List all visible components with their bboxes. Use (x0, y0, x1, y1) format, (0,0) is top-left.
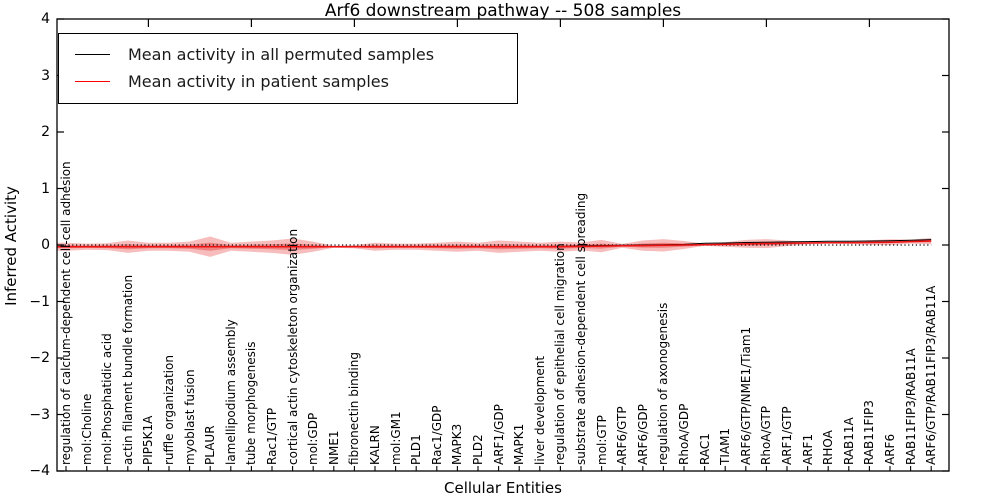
x-tick-label: mol:Choline (79, 393, 94, 465)
x-tick-label: RhoA/GTP (759, 406, 774, 465)
y-tick-label: 2 (41, 124, 50, 140)
legend-label-patient: Mean activity in patient samples (128, 72, 389, 91)
x-tick-label: MAPK1 (512, 423, 527, 465)
x-tick-label: ARF6/GTP (615, 406, 630, 465)
x-tick-label: mol:Phosphatidic acid (100, 333, 115, 465)
y-tick-label: 3 (41, 67, 50, 84)
y-tick-label: −4 (29, 463, 50, 479)
x-tick-label: ARF6/GDP (635, 404, 650, 465)
x-tick-label: ARF6/GTP/NME1/Tiam1 (738, 326, 753, 465)
x-tick-label: NME1 (326, 430, 341, 465)
x-tick-label: ARF1 (800, 433, 815, 465)
patient-mean-line (57, 240, 932, 248)
x-tick-label: mol:GTP (594, 415, 609, 465)
x-tick-label: ARF6/GTP/RAB11FIP3/RAB11A (924, 285, 939, 465)
legend-item-patient: Mean activity in patient samples (59, 68, 517, 95)
x-tick-label: actin filament bundle formation (120, 274, 135, 465)
x-tick-label: ARF6 (883, 433, 897, 465)
y-tick-label: 0 (41, 237, 50, 253)
x-axis-label: Cellular Entities (444, 479, 562, 497)
x-tick-label: RAC1 (697, 433, 712, 465)
x-tick-label: fibronectin binding (347, 352, 362, 465)
y-tick-label: −1 (29, 293, 50, 310)
chart-title: Arf6 downstream pathway -- 508 samples (324, 1, 682, 21)
x-tick-label: RAB11FIP3 (862, 400, 877, 465)
x-tick-label: cortical actin cytoskeleton organization (285, 228, 300, 465)
y-tick-label: −2 (29, 350, 50, 366)
x-tick-label: MAPK3 (450, 423, 465, 465)
x-tick-label: mol:GDP (306, 412, 321, 465)
x-tick-label: regulation of epithelial cell migration (553, 243, 568, 465)
legend: Mean activity in all permuted samples Me… (58, 33, 518, 104)
x-tick-label: RHOA (821, 430, 836, 465)
x-tick-label: Rac1/GTP (265, 407, 279, 465)
x-tick-label: tube morphogenesis (244, 341, 259, 465)
legend-label-permuted: Mean activity in all permuted samples (128, 45, 435, 64)
x-tick-label: RAB11A (841, 417, 856, 465)
x-tick-label: Rac1/GDP (429, 405, 444, 465)
legend-item-permuted: Mean activity in all permuted samples (59, 41, 517, 68)
x-tick-label: PLD1 (409, 434, 424, 465)
x-tick-label: myoblast fusion (182, 369, 197, 465)
x-tick-label: PIP5K1A (141, 415, 156, 465)
x-tick-label: RAB11FIP3/RAB11A (903, 348, 918, 465)
x-tick-label: substrate adhesion-dependent cell spread… (574, 192, 588, 465)
x-tick-label: regulation of calcium-dependent cell-cel… (59, 161, 73, 465)
x-tick-label: ARF1/GTP (780, 406, 794, 465)
x-tick-label: regulation of axonogenesis (656, 302, 671, 465)
x-tick-label: KALRN (368, 425, 382, 465)
x-tick-label: ARF1/GDP (491, 404, 506, 465)
x-tick-label: PLD2 (471, 434, 485, 465)
x-tick-label: RhoA/GDP (677, 403, 691, 465)
x-tick-label: ruffle organization (162, 355, 176, 465)
x-tick-label: lamellipodium assembly (223, 319, 238, 465)
x-tick-label: PLAUR (203, 425, 218, 465)
x-tick-label: liver development (532, 355, 547, 465)
y-tick-label: 4 (41, 11, 50, 27)
x-tick-label: TIAM1 (718, 427, 733, 465)
y-tick-label: −3 (29, 406, 50, 423)
y-tick-label: 1 (41, 180, 50, 197)
x-tick-label: mol:GM1 (388, 411, 403, 465)
permuted-line-swatch (75, 54, 110, 55)
patient-line-swatch (75, 81, 110, 82)
